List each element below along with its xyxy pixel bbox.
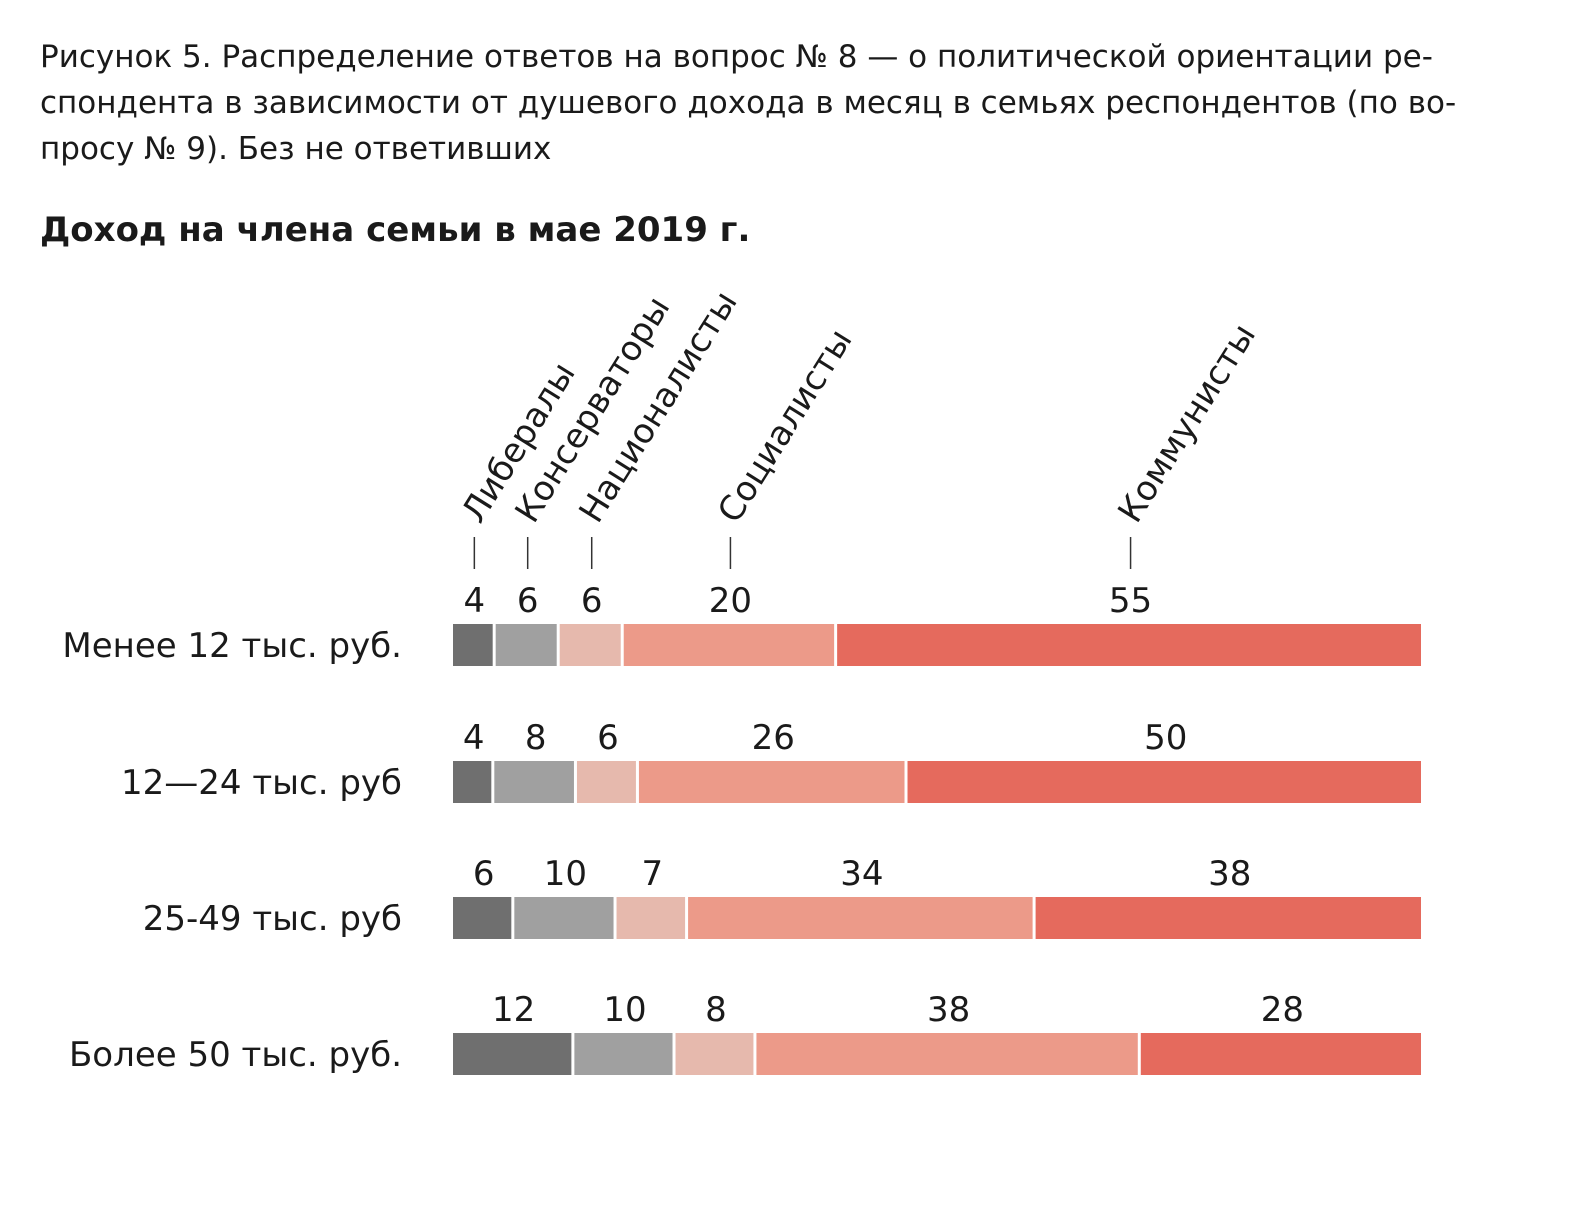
data-label: 20 (709, 581, 752, 621)
legend-entry: Коммунисты (1110, 317, 1264, 530)
caption-line-2: спондента в зависимости от душевого дохо… (40, 85, 1457, 121)
data-label: 12 (492, 990, 535, 1030)
data-label: 8 (705, 990, 727, 1030)
bar-segment (559, 624, 621, 666)
data-label: 4 (463, 718, 485, 758)
data-label: 4 (464, 581, 486, 621)
data-label: 28 (1261, 990, 1304, 1030)
data-label: 34 (840, 854, 883, 894)
data-label: 7 (641, 854, 663, 894)
figure-caption: Рисунок 5. Распределение ответов на вопр… (40, 34, 1500, 172)
bar-segment (675, 1033, 754, 1075)
caption-line-3: просу № 9). Без не ответивших (40, 131, 552, 167)
caption-line-1: Рисунок 5. Распределение ответов на вопр… (40, 39, 1433, 75)
row-label: 12—24 тыс. руб (121, 763, 402, 803)
legend-entry: Социалисты (710, 322, 860, 530)
data-label: 6 (517, 581, 539, 621)
bar-segment (576, 761, 636, 803)
bar-segment (574, 1033, 673, 1075)
data-label: 38 (927, 990, 970, 1030)
data-label: 6 (597, 718, 619, 758)
chart-subtitle: Доход на члена семьи в мае 2019 г. (40, 210, 751, 250)
bar-segment (623, 624, 835, 666)
bar-segment (453, 897, 512, 939)
row-label: Менее 12 тыс. руб. (62, 626, 402, 666)
bar-segment (1140, 1033, 1421, 1075)
bar-segment (837, 624, 1421, 666)
bar-segment (453, 761, 492, 803)
data-label: 50 (1144, 718, 1187, 758)
bar-segment (907, 761, 1421, 803)
data-label: 6 (581, 581, 603, 621)
bar-segment (1035, 897, 1421, 939)
data-label: 10 (544, 854, 587, 894)
bar-segment (495, 624, 557, 666)
bar-segment (453, 624, 493, 666)
bar-segment (688, 897, 1033, 939)
data-label: 10 (603, 990, 646, 1030)
data-label: 55 (1109, 581, 1152, 621)
bar-segment (756, 1033, 1138, 1075)
bar-segment (453, 1033, 572, 1075)
bar-segment (514, 897, 614, 939)
data-label: 6 (473, 854, 495, 894)
bar-segment (616, 897, 686, 939)
bar-segment (638, 761, 905, 803)
data-label: 8 (525, 718, 547, 758)
data-label: 38 (1208, 854, 1251, 894)
bar-segment (494, 761, 574, 803)
row-label: 25-49 тыс. руб (143, 899, 402, 939)
row-label: Более 50 тыс. руб. (69, 1035, 402, 1075)
data-label: 26 (752, 718, 795, 758)
